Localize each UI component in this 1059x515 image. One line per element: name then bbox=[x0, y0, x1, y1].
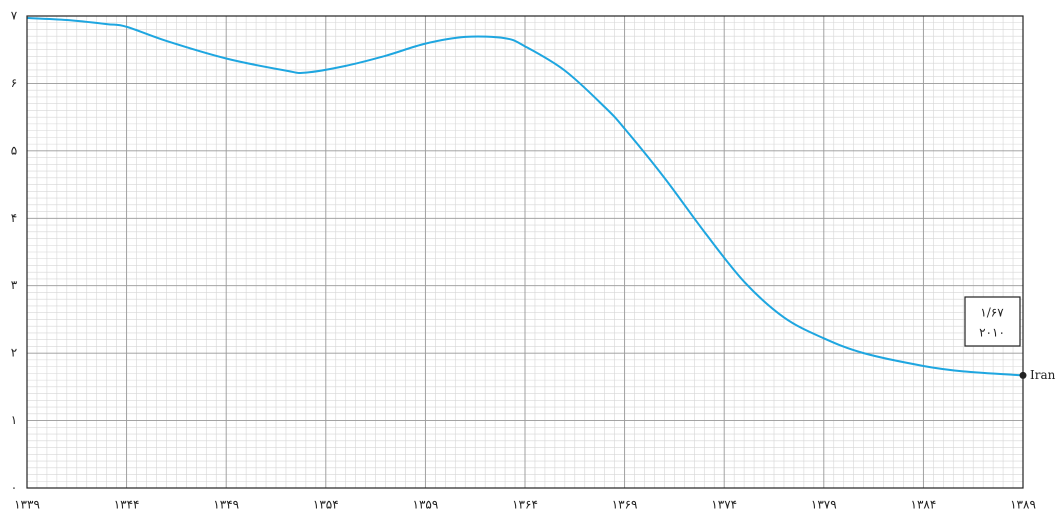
annotation-box bbox=[964, 296, 1021, 347]
y-tick-label: ۳ bbox=[11, 278, 18, 292]
x-tick-label: ۱۳۷۴ bbox=[711, 498, 737, 512]
x-tick-label: ۱۳۶۹ bbox=[612, 498, 638, 512]
series-label: Iran bbox=[1030, 368, 1056, 382]
annotation-year: ۲۰۱۰ bbox=[979, 326, 1005, 340]
annotation-value: ۱/۶۷ bbox=[980, 306, 1004, 320]
x-tick-label: ۱۳۴۴ bbox=[114, 498, 140, 512]
x-tick-label: ۱۳۸۴ bbox=[911, 498, 937, 512]
y-tick-label: ۲ bbox=[11, 346, 17, 360]
x-tick-label: ۱۳۶۴ bbox=[512, 498, 538, 512]
data-line bbox=[26, 17, 1024, 377]
y-tick-label: ۷ bbox=[11, 9, 18, 23]
y-tick-label: ۵ bbox=[11, 143, 17, 157]
x-tick-label: ۱۳۵۴ bbox=[313, 498, 339, 512]
x-tick-label: ۱۳۳۹ bbox=[14, 498, 40, 512]
x-tick-label: ۱۳۴۹ bbox=[213, 498, 239, 512]
x-tick-label: ۱۳۵۹ bbox=[413, 498, 439, 512]
y-tick-label: ۱ bbox=[11, 413, 17, 427]
y-tick-label: ۴ bbox=[11, 211, 17, 225]
y-tick-label: ۶ bbox=[11, 76, 17, 90]
x-tick-label: ۱۳۷۹ bbox=[811, 498, 837, 512]
x-tick-label: ۱۳۸۹ bbox=[1010, 498, 1036, 512]
plot-frame bbox=[26, 15, 1024, 489]
y-tick-label: ۰ bbox=[11, 481, 17, 495]
